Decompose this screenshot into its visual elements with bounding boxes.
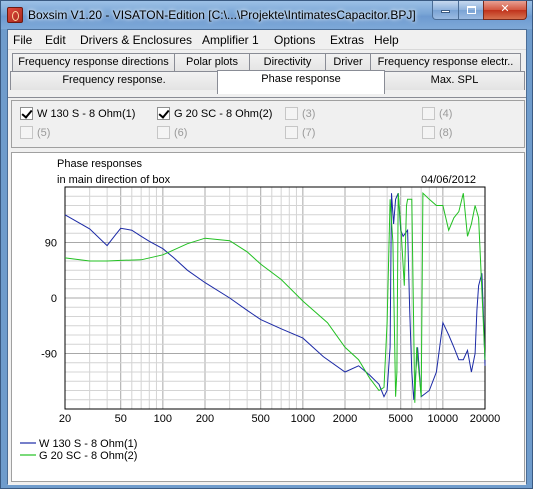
plot-frame [64,186,486,410]
checkbox-checked-icon[interactable] [157,107,170,120]
series-line-2 [64,192,486,403]
minimize-icon [441,10,450,13]
checkbox-checked-icon[interactable] [20,107,33,120]
y-tick-label: -90 [41,349,57,361]
driver-label-4: (4) [439,107,453,120]
x-tick-label: 50 [115,413,127,425]
driver-label-7: (7) [302,126,316,139]
maximize-icon [466,6,476,14]
driver-checkbox-8: (8) [422,126,452,139]
x-tick-label: 20 [59,413,71,425]
driver-checkbox-2[interactable]: G 20 SC - 8 Ohm(2) [157,107,272,120]
driver-label-1: W 130 S - 8 Ohm(1) [37,107,136,120]
checkbox-icon [422,107,435,120]
chart-title: Phase responses [57,158,142,170]
tab-polar-plots[interactable]: Polar plots [174,53,250,72]
y-tick-label: 90 [45,238,57,250]
tab-frequency-response[interactable]: Frequency response. [10,71,218,90]
menu-extras[interactable]: Extras [330,33,365,47]
driver-label-2: G 20 SC - 8 Ohm(2) [174,107,273,120]
chart-subtitle: in main direction of box [57,174,171,186]
x-tick-label: 1000 [291,413,315,425]
x-tick-label: 5000 [388,413,412,425]
phase-response-panel: W 130 S - 8 Ohm(1) G 20 SC - 8 Ohm(2) (3… [8,97,526,485]
menu-file[interactable]: File [13,33,33,47]
series-line-1 [64,193,486,400]
checkbox-icon [285,126,298,139]
maximize-button[interactable] [458,1,484,20]
driver-checkbox-5: (5) [20,126,50,139]
minimize-button[interactable] [432,1,459,20]
driver-label-5: (5) [37,126,51,139]
driver-checkbox-4: (4) [422,107,452,120]
driver-label-6: (6) [174,126,188,139]
tab-phase-response[interactable]: Phase response [217,70,385,94]
phase-plot-svg: -90 0 90 20 50 100 200 500 1000 2000 5000 10000 2000… [20,186,501,462]
chart-date: 04/06/2012 [421,174,477,186]
driver-checkbox-1[interactable]: W 130 S - 8 Ohm(1) [20,107,135,120]
title-bar[interactable]: Boxsim V1.20 - VISATON-Edition [C:\...\P… [1,1,532,29]
app-icon[interactable] [7,7,23,23]
menu-drivers[interactable]: Drivers & Enclosures [80,33,193,47]
checkbox-icon [20,126,33,139]
x-tick-label: 100 [154,413,172,425]
x-tick-label: 200 [196,413,214,425]
driver-checkbox-group: W 130 S - 8 Ohm(1) G 20 SC - 8 Ohm(2) (3… [11,100,525,148]
tab-frequency-response-electrical[interactable]: Frequency response electr.. [370,53,521,72]
menu-help[interactable]: Help [374,33,399,47]
close-icon: ✕ [500,3,510,15]
legend-label-1: W 130 S - 8 Ohm(1) [39,438,137,450]
x-tick-label: 2000 [333,413,357,425]
menu-edit[interactable]: Edit [45,33,66,47]
driver-checkbox-6: (6) [157,126,187,139]
x-tick-label: 500 [252,413,270,425]
x-tick-label: 20000 [470,413,501,425]
menu-bar: File Edit Drivers & Enclosures Amplifier… [8,30,526,50]
tab-strip: Frequency response directions Polar plot… [8,51,526,121]
x-tick-label: 10000 [428,413,459,425]
phase-chart: Phase responses in main direction of box… [11,152,525,482]
driver-checkbox-7: (7) [285,126,315,139]
legend-label-2: G 20 SC - 8 Ohm(2) [39,450,137,462]
driver-label-3: (3) [302,107,316,120]
y-tick-label: 0 [51,293,57,305]
driver-label-8: (8) [439,126,453,139]
checkbox-icon [422,126,435,139]
client-area: File Edit Drivers & Enclosures Amplifier… [7,29,527,485]
tab-frequency-response-directions[interactable]: Frequency response directions [12,53,175,72]
checkbox-icon [285,107,298,120]
close-button[interactable]: ✕ [483,1,527,20]
window-title: Boxsim V1.20 - VISATON-Edition [C:\...\P… [28,8,416,22]
tab-max-spl[interactable]: Max. SPL [384,71,525,90]
driver-checkbox-3: (3) [285,107,315,120]
checkbox-icon [157,126,170,139]
menu-amplifier[interactable]: Amplifier 1 [202,33,259,47]
menu-options[interactable]: Options [274,33,316,47]
